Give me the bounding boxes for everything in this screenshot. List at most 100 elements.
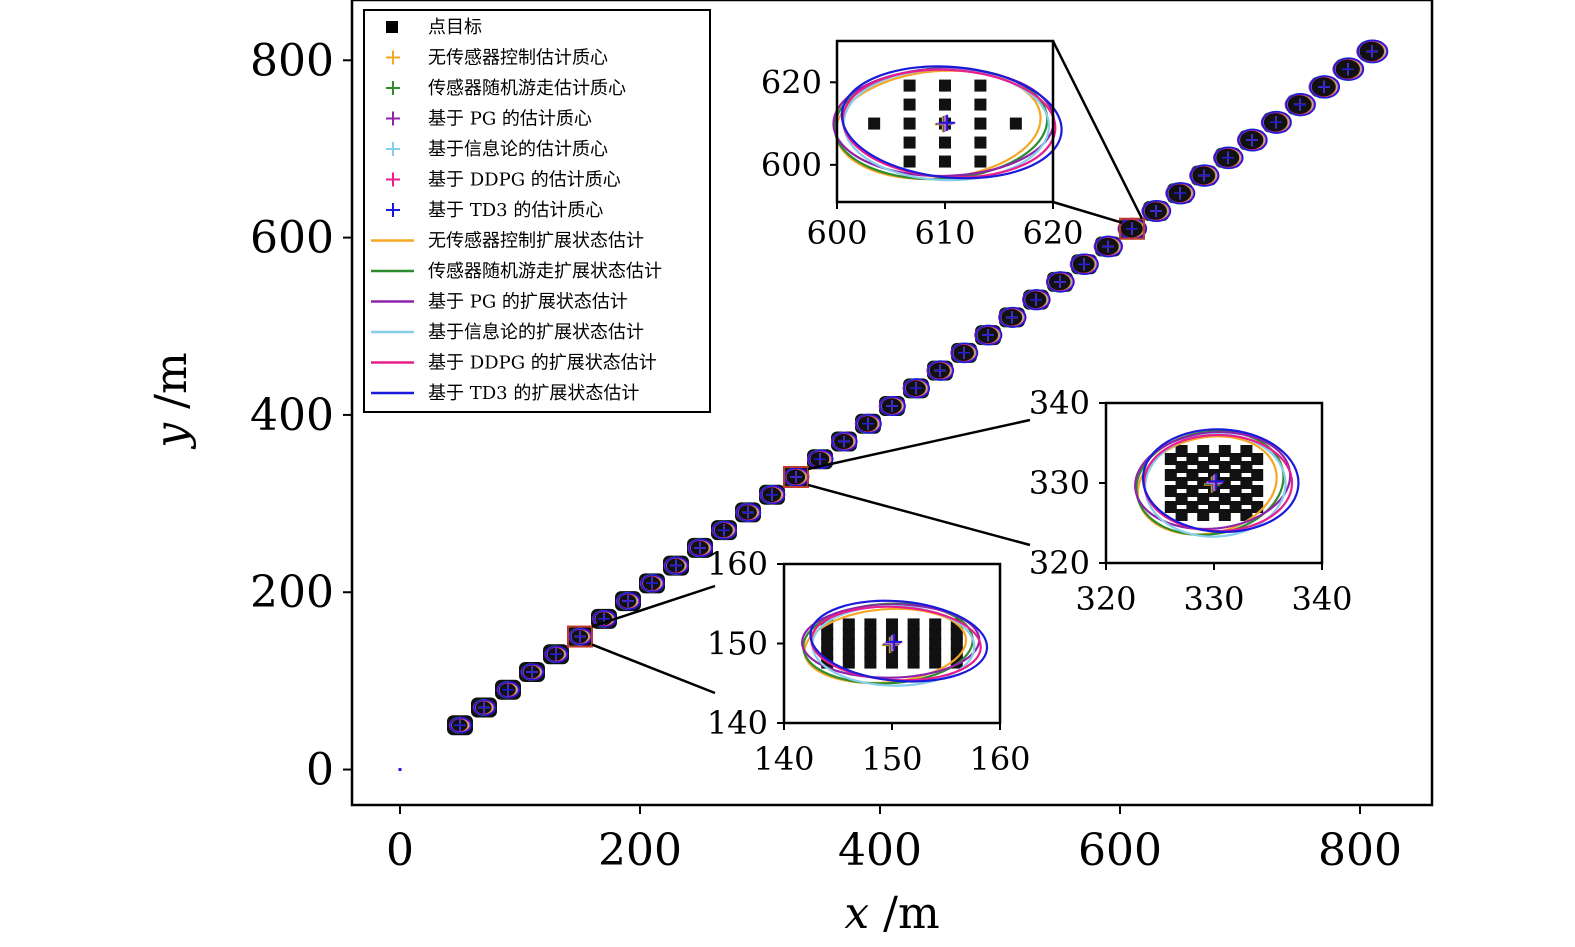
point-target xyxy=(1251,485,1264,497)
point-target xyxy=(1186,469,1199,481)
target-group xyxy=(1021,289,1051,311)
zoom-connector xyxy=(807,418,1031,471)
point-target xyxy=(842,637,855,650)
point-target xyxy=(1197,461,1210,473)
point-target xyxy=(929,656,942,669)
x-tick-label: 200 xyxy=(598,825,682,876)
point-target xyxy=(1240,509,1253,521)
point-target xyxy=(1218,477,1231,489)
legend-plus-marker xyxy=(386,172,400,187)
point-target xyxy=(864,618,877,631)
point-target xyxy=(842,627,855,640)
point-target xyxy=(1175,445,1188,457)
origin-point xyxy=(398,768,402,772)
centroid-cross xyxy=(1054,275,1066,288)
legend-entry: 基于 TD3 的估计质心 xyxy=(386,200,603,221)
target-group xyxy=(1117,217,1148,240)
point-target xyxy=(1009,117,1022,130)
point-target xyxy=(1197,509,1210,521)
point-target xyxy=(903,98,916,111)
extension-ellipse xyxy=(664,556,689,575)
inset-x-tick-label: 150 xyxy=(861,740,922,778)
inset-y-tick-label: 340 xyxy=(1029,384,1090,422)
legend-label: 基于 DDPG 的扩展状态估计 xyxy=(428,353,657,374)
point-target xyxy=(821,637,834,650)
point-target xyxy=(842,647,855,660)
point-target xyxy=(939,79,951,92)
zoom-source-box xyxy=(783,465,809,488)
extension-ellipse xyxy=(1022,289,1051,311)
point-target xyxy=(864,637,877,650)
legend-label: 点目标 xyxy=(428,17,482,38)
legend-label: 无传感器控制扩展状态估计 xyxy=(428,231,644,252)
centroid-cross xyxy=(1318,80,1330,93)
extension-ellipse xyxy=(1141,428,1300,533)
extension-ellipse xyxy=(1190,164,1220,187)
axis-ticks: 0 200 400 600 800 0 200 400 600 800 xyxy=(250,35,1402,876)
extension-ellipse xyxy=(1142,199,1172,223)
point-target xyxy=(1251,469,1264,481)
point-target xyxy=(1175,461,1188,473)
point-target xyxy=(903,79,916,92)
point-target xyxy=(929,618,942,631)
extension-ellipse xyxy=(712,520,738,540)
point-target xyxy=(1186,485,1199,497)
point-target xyxy=(1164,469,1177,481)
target-group xyxy=(974,324,1003,346)
point-target xyxy=(1229,485,1242,497)
centroid-cross xyxy=(574,630,586,643)
centroid-cross xyxy=(478,701,490,714)
point-target xyxy=(974,136,987,149)
extension-ellipse xyxy=(1213,146,1244,170)
extension-ellipse xyxy=(640,574,665,593)
point-target xyxy=(929,637,942,650)
inset-y-tick-label: 620 xyxy=(761,63,822,101)
legend-label: 基于 PG 的扩展状态估计 xyxy=(428,292,628,313)
target-group xyxy=(854,413,882,434)
inset-x-tick-label: 610 xyxy=(914,214,975,252)
point-target xyxy=(1240,493,1253,505)
point-target xyxy=(1208,501,1220,513)
inset-y-tick-label: 600 xyxy=(761,146,822,184)
target-group xyxy=(1165,182,1196,205)
target-group xyxy=(615,591,641,612)
target-group xyxy=(447,715,473,736)
extension-ellipse xyxy=(1285,93,1316,117)
point-target xyxy=(929,647,942,660)
point-target xyxy=(1218,445,1231,457)
inset-y-tick-label: 320 xyxy=(1029,544,1090,582)
zoom-connector xyxy=(591,643,716,695)
extension-ellipse xyxy=(449,716,472,734)
inset-y-tick-label: 140 xyxy=(707,704,768,742)
centroid-cross xyxy=(502,683,514,696)
x-tick-label: 800 xyxy=(1318,825,1402,876)
inset-x-tick-label: 140 xyxy=(753,740,814,778)
target-group xyxy=(1093,235,1123,258)
point-target xyxy=(868,117,881,130)
point-target xyxy=(1229,501,1242,513)
point-target xyxy=(974,155,987,168)
centroid-cross xyxy=(862,417,874,430)
zoom-inset: 600 610 620 600 620 xyxy=(761,39,1145,252)
legend-plus-marker xyxy=(386,111,400,126)
legend-entry: 点目标 xyxy=(386,17,482,38)
point-target xyxy=(1175,477,1188,489)
point-target xyxy=(1251,453,1264,465)
point-target xyxy=(1240,461,1253,473)
legend-label: 无传感器控制估计质心 xyxy=(428,48,608,69)
inset-x-tick-label: 320 xyxy=(1075,580,1136,618)
centroid-cross xyxy=(550,648,562,661)
extension-ellipse xyxy=(497,681,520,699)
target-group xyxy=(998,306,1027,328)
target-group xyxy=(1356,39,1389,64)
point-target xyxy=(939,155,951,168)
point-target xyxy=(1240,477,1253,489)
point-target xyxy=(950,627,963,640)
centroid-cross xyxy=(526,666,538,679)
point-target xyxy=(974,79,987,92)
zoom-connector xyxy=(807,483,1031,547)
centroid-cross xyxy=(718,524,730,537)
